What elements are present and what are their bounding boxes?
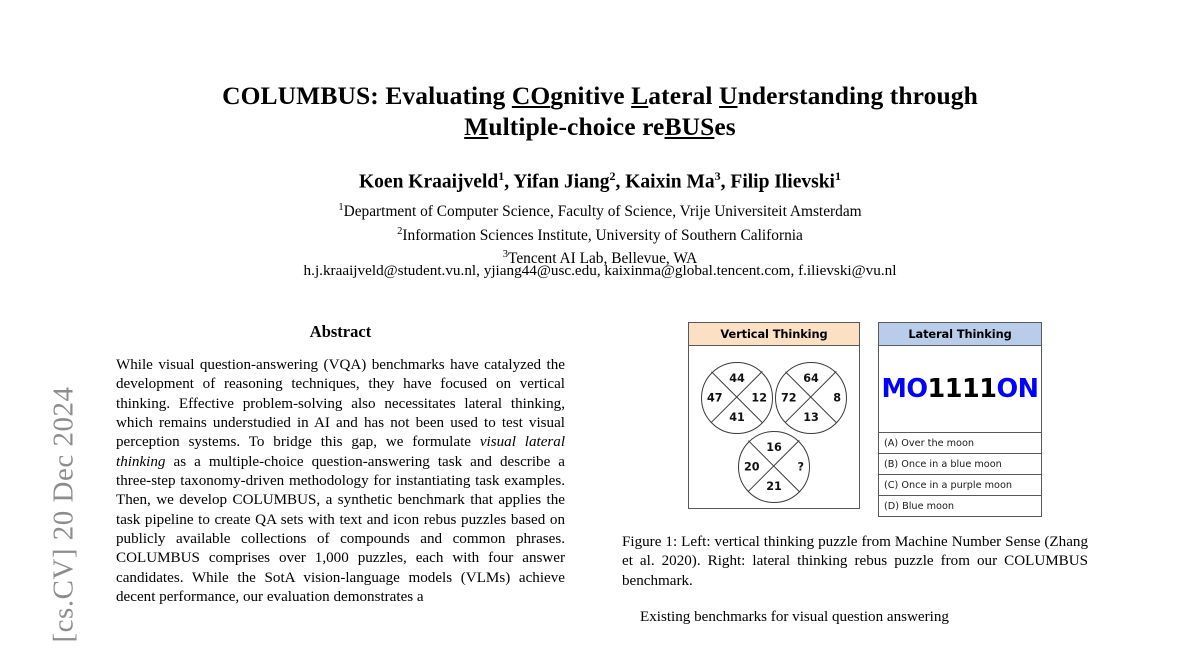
affiliation-marker: 2 bbox=[397, 225, 403, 237]
title-block: COLUMBUS: Evaluating COgnitive Lateral U… bbox=[115, 80, 1085, 142]
title-text: COLUMBUS: Evaluating bbox=[222, 81, 512, 110]
affiliation-item: 3Tencent AI Lab, Bellevue, WA bbox=[115, 245, 1085, 269]
affiliation-text: Department of Computer Science, Faculty … bbox=[343, 203, 862, 221]
figure-caption: Figure 1: Left: vertical thinking puzzle… bbox=[622, 534, 1088, 589]
circle-value-unknown: ? bbox=[797, 460, 805, 474]
abstract-column: Abstract While visual question-answering… bbox=[116, 322, 565, 607]
affiliation-item: 2Information Sciences Institute, Univers… bbox=[115, 222, 1085, 246]
circle-value-right: 8 bbox=[833, 391, 841, 405]
affiliation-text: Information Sciences Institute, Universi… bbox=[402, 226, 803, 244]
figure-1: Vertical Thinking 44 47 12 41 64 bbox=[622, 322, 1088, 517]
title-line-1: COLUMBUS: Evaluating COgnitive Lateral U… bbox=[222, 81, 978, 110]
circle-value-top: 44 bbox=[729, 372, 745, 385]
lateral-thinking-panel: Lateral Thinking MO1111ON (A) Over the m… bbox=[878, 322, 1042, 517]
author-name: Koen Kraaijveld bbox=[359, 171, 499, 193]
author-affiliation-marker: 1 bbox=[834, 169, 841, 183]
vertical-thinking-header: Vertical Thinking bbox=[689, 323, 859, 346]
circle-value-top: 64 bbox=[803, 372, 819, 385]
author-name: Filip Ilievski bbox=[730, 171, 835, 193]
abstract-part-1: While visual question-answering (VQA) be… bbox=[116, 357, 565, 451]
author-list: Koen Kraaijveld1, Yifan Jiang2, Kaixin M… bbox=[359, 169, 841, 193]
author-emails: h.j.kraaijveld@student.vu.nl, yjiang44@u… bbox=[303, 262, 897, 279]
author-affiliation-marker: 1 bbox=[498, 169, 505, 183]
author-affiliation-marker: 2 bbox=[609, 169, 616, 183]
affiliation-marker: 3 bbox=[502, 249, 508, 261]
circle-value-left: 72 bbox=[781, 391, 797, 405]
abstract-heading: Abstract bbox=[309, 322, 372, 341]
title-underlined-letters: BUS bbox=[664, 112, 715, 141]
answer-option[interactable]: (C) Once in a purple moon bbox=[879, 475, 1041, 496]
title-underlined-letters: L bbox=[631, 81, 649, 110]
rebus-puzzle-image: MO1111ON bbox=[879, 346, 1041, 433]
answer-option[interactable]: (B) Once in a blue moon bbox=[879, 454, 1041, 475]
title-text: ateral bbox=[648, 81, 720, 110]
circle-value-right: 12 bbox=[751, 391, 767, 405]
rebus-segment: 1111 bbox=[927, 374, 997, 404]
lateral-thinking-header: Lateral Thinking bbox=[879, 323, 1041, 346]
affiliation-item: 1Department of Computer Science, Faculty… bbox=[115, 198, 1085, 222]
number-circle: 16 20 ? 21 bbox=[738, 431, 810, 503]
circle-value-bottom: 13 bbox=[803, 410, 819, 424]
answer-option[interactable]: (A) Over the moon bbox=[879, 433, 1041, 454]
title-text: nderstanding through bbox=[737, 81, 978, 110]
title-underlined-letters: CO bbox=[511, 81, 551, 110]
title-line-2: Multiple-choice reBUSes bbox=[464, 112, 736, 141]
title-underlined-letters: U bbox=[719, 81, 738, 110]
title-text: es bbox=[714, 112, 736, 141]
affiliation-text: Tencent AI Lab, Bellevue, WA bbox=[508, 250, 698, 268]
circle-value-left: 47 bbox=[707, 391, 723, 405]
body-paragraph: Existing benchmarks for visual question … bbox=[640, 609, 949, 626]
title-underlined-letters: M bbox=[464, 112, 489, 141]
author-name: Yifan Jiang bbox=[513, 171, 610, 193]
author-name: Kaixin Ma bbox=[625, 171, 715, 193]
title-text: ultiple-choice re bbox=[488, 112, 665, 141]
circle-value-top: 16 bbox=[766, 441, 782, 454]
rebus-segment: ON bbox=[996, 374, 1040, 404]
vertical-thinking-panel: Vertical Thinking 44 47 12 41 64 bbox=[688, 322, 860, 509]
answer-options-list: (A) Over the moon (B) Once in a blue moon… bbox=[879, 433, 1041, 516]
circle-value-left: 20 bbox=[744, 460, 760, 474]
figure-column: Vertical Thinking 44 47 12 41 64 bbox=[622, 322, 1088, 628]
vertical-thinking-body: 44 47 12 41 64 72 8 13 bbox=[689, 346, 859, 508]
abstract-italic-term: visual lateral thinking bbox=[116, 434, 566, 470]
title-text: gnitive bbox=[550, 81, 632, 110]
rebus-text: MO1111ON bbox=[881, 374, 1040, 404]
page-title: COLUMBUS: Evaluating COgnitive Lateral U… bbox=[115, 80, 1085, 142]
number-circle: 64 72 8 13 bbox=[775, 362, 847, 434]
affiliation-list: 1Department of Computer Science, Faculty… bbox=[115, 198, 1085, 269]
abstract-part-2: as a multiple-choice question-answering … bbox=[116, 453, 565, 606]
number-circle: 44 47 12 41 bbox=[701, 362, 773, 434]
circle-value-bottom: 41 bbox=[729, 410, 745, 424]
rebus-segment: MO bbox=[881, 374, 928, 404]
abstract-body: While visual question-answering (VQA) be… bbox=[116, 356, 565, 607]
answer-option[interactable]: (D) Blue moon bbox=[884, 500, 955, 512]
circle-value-bottom: 21 bbox=[766, 479, 782, 493]
affiliation-marker: 1 bbox=[338, 202, 344, 213]
author-affiliation-marker: 3 bbox=[714, 169, 721, 183]
